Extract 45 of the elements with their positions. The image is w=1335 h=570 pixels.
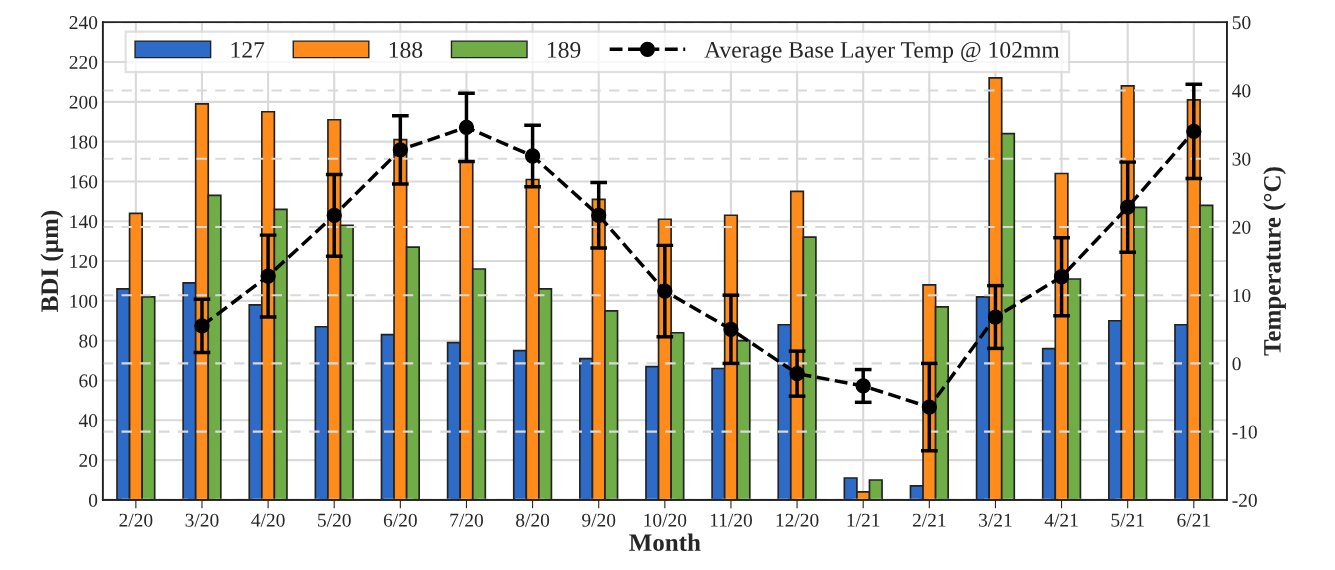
y-tick-label: 160 [70, 175, 98, 189]
y2-tick-label: 20 [1232, 220, 1251, 234]
y-tick-label: 240 [69, 16, 98, 30]
y-tick-label: 120 [70, 254, 98, 268]
legend-label: 127 [231, 41, 265, 58]
x-axis-title: Month [629, 533, 701, 552]
y2-axis-title: Temperature (°C) [1263, 167, 1286, 356]
x-tick-label: 5/21 [1111, 513, 1144, 527]
x-tick-label: 12/20 [776, 513, 819, 527]
x-tick-label: 6/20 [383, 513, 417, 527]
x-tick-label: 5/20 [318, 513, 351, 527]
x-tick-label: 6/21 [1177, 513, 1210, 527]
x-tick-label: 10/20 [644, 513, 687, 527]
x-tick-label: 4/20 [251, 513, 285, 527]
x-tick-label: 3/21 [979, 513, 1012, 527]
x-tick-label: 2/21 [912, 513, 946, 527]
x-tick-label: 3/20 [185, 513, 219, 527]
legend-label: 189 [547, 41, 581, 58]
x-tick-label: 4/21 [1044, 513, 1078, 527]
y2-tick-label: -10 [1232, 425, 1257, 439]
y-tick-label: 60 [79, 374, 98, 388]
y-tick-label: 20 [79, 453, 98, 468]
x-tick-label: 2/20 [119, 513, 153, 527]
y-tick-label: 40 [78, 414, 98, 428]
y-tick-label: 220 [69, 55, 98, 69]
legend-label: 188 [389, 41, 423, 58]
x-tick-label: 1/21 [847, 513, 880, 527]
y2-tick-label: 10 [1233, 288, 1251, 303]
y-tick-label: 140 [70, 215, 98, 229]
y2-tick-label: 50 [1232, 16, 1251, 30]
y-tick-label: 80 [79, 334, 98, 348]
y2-tick-label: 40 [1232, 84, 1251, 98]
legend-label: Average Base Layer Temp @ 102mm [704, 41, 1060, 63]
y-tick-label: 0 [88, 493, 98, 507]
x-tick-label: 8/20 [516, 513, 550, 527]
y-tick-label: 180 [70, 135, 98, 149]
x-tick-label: 9/20 [582, 513, 616, 527]
x-tick-label: 11/20 [710, 513, 752, 527]
y-axis-title: BDI (µm) [40, 210, 64, 312]
y2-tick-label: 0 [1232, 357, 1241, 371]
x-tick-label: 7/20 [450, 513, 484, 527]
y-tick-label: 200 [69, 95, 98, 109]
y2-tick-label: 30 [1232, 152, 1251, 166]
y2-tick-label: -20 [1232, 493, 1257, 507]
y-tick-label: 100 [70, 294, 98, 308]
